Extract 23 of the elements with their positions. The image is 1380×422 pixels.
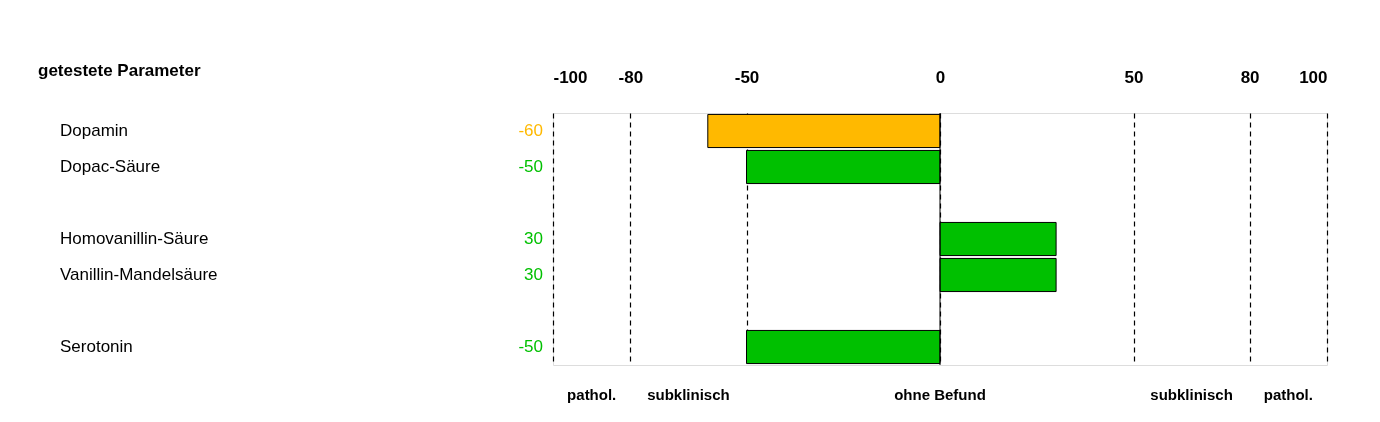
y-tick-label: Serotonin [60,337,133,356]
y-tick-label: Dopamin [60,121,129,140]
x2-tick-label: 80 [1240,67,1260,87]
text: getestete Parameter [38,61,201,80]
x2-tick-label: -80 [618,67,644,87]
data-label: -60 [518,121,543,140]
y-tick-label: Dopac-Säure [60,157,161,176]
text: ohne Befund [894,386,986,403]
y-tick-label: Vanillin-Mandelsäure [60,265,218,284]
data-label: -50 [518,157,543,176]
text: pathol. [1263,386,1313,403]
data-label: -50 [518,337,543,356]
x2-tick-label: -100 [553,67,588,87]
x2-tick-label: -50 [734,67,760,87]
x2-tick-label: 50 [1124,67,1144,87]
data-label: 30 [524,229,543,248]
text: subklinisch [647,386,730,403]
x2-tick-label: 100 [1299,67,1328,87]
data-label: 30 [524,265,543,284]
y-tick-label: Homovanillin-Säure [60,229,209,248]
text: subklinisch [1150,386,1233,403]
x2-tick-label: 0 [935,67,946,87]
text: pathol. [567,386,617,403]
